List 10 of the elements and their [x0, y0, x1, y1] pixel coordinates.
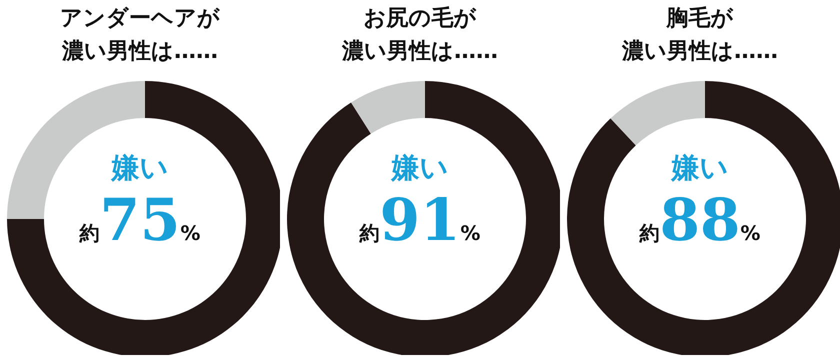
- data-label: 約88%: [640, 186, 760, 254]
- chart-title: アンダーヘアが濃い男性は……: [59, 5, 221, 66]
- chart-title: 胸毛が濃い男性は……: [620, 5, 779, 66]
- slice-label: 嫌い: [110, 151, 170, 185]
- chart-title: お尻の毛が濃い男性は……: [340, 5, 499, 66]
- slice-label: 嫌い: [390, 151, 450, 185]
- slice-label: 嫌い: [670, 151, 730, 185]
- data-label: 約91%: [360, 186, 480, 254]
- donut-slice: [351, 81, 425, 134]
- donut-slice: [610, 81, 705, 146]
